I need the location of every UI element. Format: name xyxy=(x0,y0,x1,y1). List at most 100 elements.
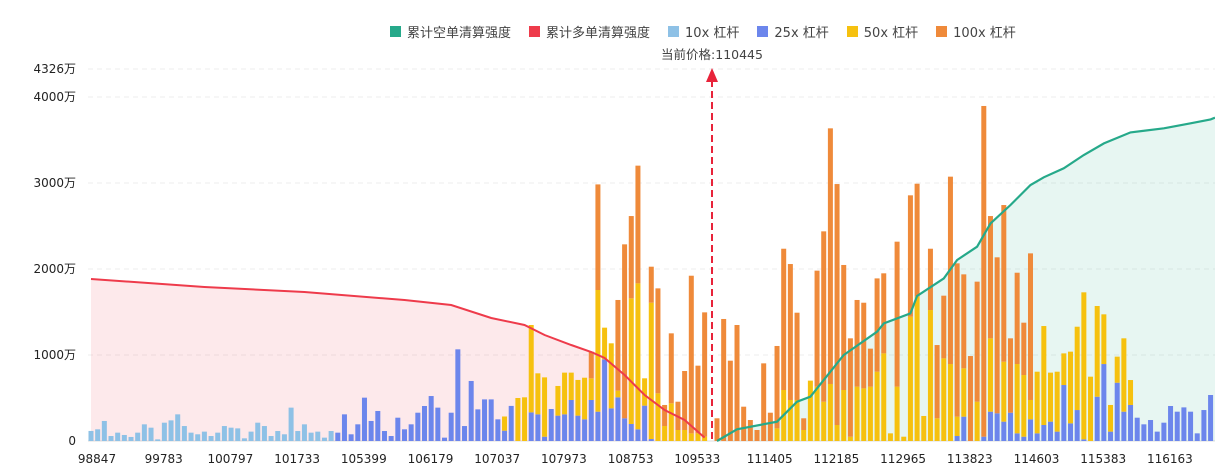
bar-25x[interactable] xyxy=(954,436,960,441)
bar-25x[interactable] xyxy=(628,423,634,441)
bar-50x[interactable] xyxy=(894,386,900,441)
bar-50x[interactable] xyxy=(914,296,920,441)
bar-50x[interactable] xyxy=(655,393,661,441)
bar-100x[interactable] xyxy=(867,348,873,387)
bar-10x[interactable] xyxy=(195,434,201,441)
bar-10x[interactable] xyxy=(268,436,274,441)
bar-25x[interactable] xyxy=(1188,411,1194,441)
bar-100x[interactable] xyxy=(615,299,621,391)
bar-50x[interactable] xyxy=(1094,305,1100,397)
bar-10x[interactable] xyxy=(135,432,141,441)
bar-25x[interactable] xyxy=(1081,439,1087,441)
bar-50x[interactable] xyxy=(1101,314,1107,365)
bar-50x[interactable] xyxy=(615,390,621,398)
bar-10x[interactable] xyxy=(168,420,174,441)
bar-100x[interactable] xyxy=(1021,322,1027,376)
bar-25x[interactable] xyxy=(368,420,374,441)
bar-10x[interactable] xyxy=(161,422,167,441)
bar-50x[interactable] xyxy=(1041,326,1047,426)
bar-50x[interactable] xyxy=(1114,356,1120,383)
bar-25x[interactable] xyxy=(987,411,993,441)
bar-100x[interactable] xyxy=(827,128,833,384)
bar-25x[interactable] xyxy=(1054,431,1060,441)
bar-50x[interactable] xyxy=(961,368,967,417)
bar-25x[interactable] xyxy=(1134,417,1140,441)
bar-50x[interactable] xyxy=(688,433,694,441)
bar-100x[interactable] xyxy=(847,338,853,437)
bar-10x[interactable] xyxy=(308,432,314,441)
bar-100x[interactable] xyxy=(1027,253,1033,400)
bar-10x[interactable] xyxy=(248,431,254,441)
bar-10x[interactable] xyxy=(275,431,281,441)
bar-25x[interactable] xyxy=(508,405,514,441)
bar-25x[interactable] xyxy=(562,414,568,441)
bar-50x[interactable] xyxy=(1021,375,1027,437)
bar-50x[interactable] xyxy=(608,343,614,409)
bar-25x[interactable] xyxy=(1068,423,1074,441)
bar-10x[interactable] xyxy=(281,434,287,441)
bar-100x[interactable] xyxy=(767,412,773,441)
bar-25x[interactable] xyxy=(1074,410,1080,441)
bar-50x[interactable] xyxy=(1068,351,1074,424)
bar-10x[interactable] xyxy=(288,407,294,441)
bar-25x[interactable] xyxy=(1181,407,1187,441)
bar-100x[interactable] xyxy=(874,278,880,372)
bar-25x[interactable] xyxy=(1014,433,1020,441)
bar-25x[interactable] xyxy=(1001,421,1007,441)
bar-25x[interactable] xyxy=(582,419,588,441)
bar-25x[interactable] xyxy=(568,399,574,441)
bar-100x[interactable] xyxy=(794,312,800,400)
bar-50x[interactable] xyxy=(941,358,947,441)
bar-100x[interactable] xyxy=(702,312,708,437)
bar-25x[interactable] xyxy=(462,426,468,441)
bar-25x[interactable] xyxy=(961,416,967,441)
bar-10x[interactable] xyxy=(255,422,261,441)
bar-100x[interactable] xyxy=(894,241,900,387)
bar-25x[interactable] xyxy=(422,406,427,441)
bar-50x[interactable] xyxy=(1048,372,1053,422)
bar-100x[interactable] xyxy=(1014,272,1020,365)
bar-10x[interactable] xyxy=(315,431,321,441)
bar-25x[interactable] xyxy=(355,424,361,441)
bar-50x[interactable] xyxy=(1054,371,1060,432)
bar-50x[interactable] xyxy=(642,378,648,406)
bar-100x[interactable] xyxy=(688,275,694,434)
bar-10x[interactable] xyxy=(175,414,181,441)
bar-100x[interactable] xyxy=(881,273,887,354)
bar-50x[interactable] xyxy=(854,386,860,441)
bar-50x[interactable] xyxy=(702,436,708,441)
bar-10x[interactable] xyxy=(141,424,147,441)
bar-50x[interactable] xyxy=(668,403,674,441)
bar-25x[interactable] xyxy=(622,418,628,441)
bar-100x[interactable] xyxy=(941,295,947,359)
bar-100x[interactable] xyxy=(907,195,913,317)
bar-10x[interactable] xyxy=(241,438,247,441)
bar-25x[interactable] xyxy=(1194,433,1200,441)
bar-25x[interactable] xyxy=(401,429,407,441)
bar-100x[interactable] xyxy=(854,299,860,387)
bar-25x[interactable] xyxy=(1027,419,1033,441)
bar-25x[interactable] xyxy=(615,397,621,441)
bar-25x[interactable] xyxy=(1121,411,1127,441)
bar-50x[interactable] xyxy=(1128,380,1134,405)
bar-10x[interactable] xyxy=(155,439,161,441)
bar-100x[interactable] xyxy=(994,257,1000,414)
bar-25x[interactable] xyxy=(1108,431,1114,441)
bar-50x[interactable] xyxy=(1108,404,1114,432)
bar-25x[interactable] xyxy=(408,424,414,441)
bar-10x[interactable] xyxy=(115,432,121,441)
bar-100x[interactable] xyxy=(668,333,674,404)
bar-100x[interactable] xyxy=(761,363,767,441)
bar-100x[interactable] xyxy=(682,371,688,430)
bar-25x[interactable] xyxy=(1048,421,1053,441)
bar-50x[interactable] xyxy=(542,377,548,437)
bar-50x[interactable] xyxy=(827,383,833,441)
bar-10x[interactable] xyxy=(235,428,241,441)
bar-25x[interactable] xyxy=(642,405,648,441)
bar-100x[interactable] xyxy=(754,429,760,441)
bar-50x[interactable] xyxy=(947,364,953,441)
bar-100x[interactable] xyxy=(834,184,840,426)
bar-100x[interactable] xyxy=(655,288,661,394)
bar-50x[interactable] xyxy=(874,371,880,441)
bar-25x[interactable] xyxy=(1021,436,1027,441)
